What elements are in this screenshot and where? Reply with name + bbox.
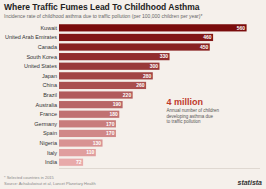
bar: [59, 43, 210, 50]
bar: [59, 101, 123, 108]
bars: [59, 24, 247, 166]
y-tick-label: United States: [24, 63, 57, 69]
subtitle: Incidence rate of childhood asthma due t…: [4, 13, 202, 19]
text-line: Annual number of children: [167, 108, 220, 113]
y-tick-label: South Korea: [26, 54, 58, 60]
data-label: 330: [160, 53, 169, 59]
text-line: * Selected countries in 2015: [4, 175, 55, 180]
y-tick-label: Australia: [36, 102, 58, 108]
data-label: 300: [150, 63, 159, 69]
y-tick-label: Canada: [38, 44, 58, 50]
y-tick-label: Italy: [47, 150, 57, 156]
data-label: 260: [136, 82, 145, 88]
bar: [59, 63, 160, 70]
footer: statista: [237, 179, 262, 186]
bar: [59, 82, 146, 89]
text-line: developing asthma due: [167, 114, 214, 119]
title: Where Traffic Fumes Lead To Childhood As…: [4, 2, 200, 12]
chart: Where Traffic Fumes Lead To Childhood As…: [0, 0, 266, 189]
bar: [59, 34, 213, 41]
data-label: 560: [237, 25, 246, 31]
data-label: 170: [106, 121, 115, 127]
y-tick-label: India: [45, 159, 58, 165]
source: * Selected countries in 2015Source: Acha…: [4, 175, 96, 186]
data-label: 180: [109, 111, 118, 117]
annotation: 4 million: [167, 97, 204, 107]
text-line: to traffic pollution: [167, 119, 201, 124]
data-label: 110: [86, 149, 94, 155]
bar: [59, 130, 116, 137]
data-label: 460: [203, 34, 212, 40]
y-tick-label: Brazil: [43, 92, 57, 98]
data-label: 280: [143, 73, 152, 79]
y-tick-label: Japan: [42, 73, 57, 79]
bar: [59, 91, 133, 98]
y-tick-label: Kuwait: [40, 25, 57, 31]
y-tick-label: France: [40, 111, 57, 117]
text-line: Source: Achakulwisut et al, Lancet Plane…: [4, 181, 96, 186]
data-label: 72: [76, 159, 82, 165]
bar: [59, 111, 119, 118]
bar: [59, 24, 247, 31]
data-label: 190: [113, 101, 122, 107]
bar: [59, 149, 96, 156]
y-tick-label: United Arab Emirates: [5, 34, 57, 40]
bar: [59, 159, 83, 166]
data-label: 170: [106, 130, 115, 136]
bar: [59, 53, 170, 60]
y-tick-label: Germany: [34, 121, 57, 127]
bar: [59, 72, 153, 79]
data-label: 130: [93, 140, 102, 146]
y-tick-label: Spain: [43, 130, 57, 136]
data-label: 220: [123, 92, 132, 98]
x-axis-line: [59, 168, 260, 169]
bar: [59, 139, 103, 146]
annotation: Annual number of childrendeveloping asth…: [167, 108, 220, 124]
bar: [59, 120, 116, 127]
data-label: 450: [200, 44, 209, 50]
y-tick-label: China: [43, 82, 58, 88]
y-tick-label: Nigeria: [40, 140, 58, 146]
